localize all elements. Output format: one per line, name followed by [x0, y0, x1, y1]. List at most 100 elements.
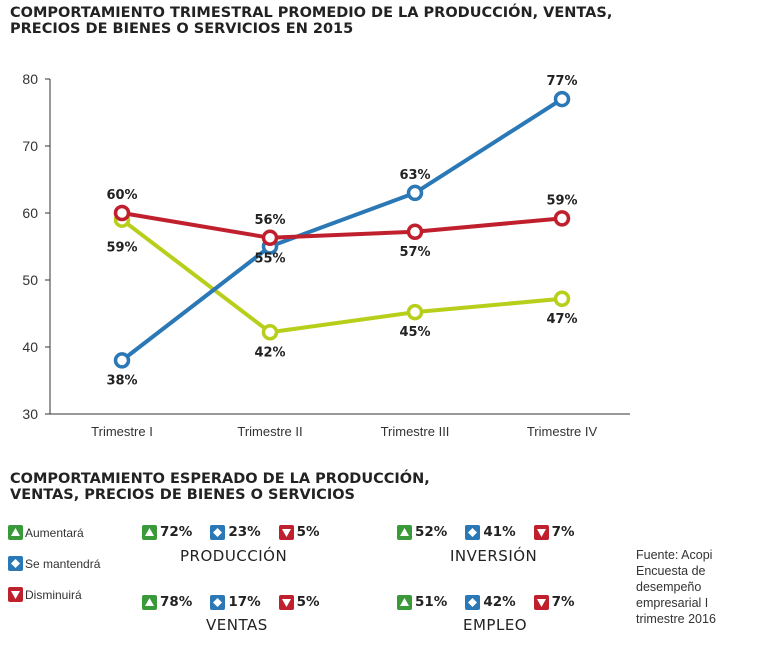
diamond-icon — [210, 524, 226, 540]
y-tick-label: 70 — [22, 138, 38, 154]
produccion-stats: 72% 23% 5% — [142, 524, 338, 540]
y-tick-label: 40 — [22, 339, 38, 355]
data-point — [406, 303, 424, 321]
diamond-icon — [465, 594, 481, 610]
diamond-icon — [210, 594, 226, 610]
section-title-line-2: VENTAS, PRECIOS DE BIENES O SERVICIOS — [10, 487, 355, 503]
source-line-5: trimestre 2016 — [636, 612, 716, 626]
data-point — [113, 204, 131, 222]
data-point — [261, 324, 279, 341]
series-line-0 — [120, 97, 564, 362]
ventas-label: VENTAS — [206, 616, 268, 634]
diamond-icon — [8, 556, 23, 571]
data-label: 56% — [254, 213, 285, 228]
legend-down-label: Disminuirá — [25, 587, 82, 602]
down-triangle-icon — [533, 524, 549, 540]
produccion-down: 5% — [278, 524, 320, 540]
down-triangle-icon — [278, 594, 294, 610]
empleo-same: 42% — [465, 594, 516, 610]
up-triangle-icon — [397, 594, 412, 610]
data-point — [406, 184, 424, 202]
empleo-same-value: 42% — [483, 594, 516, 610]
diamond-icon — [465, 524, 481, 540]
x-tick-label: Trimestre I — [91, 424, 153, 439]
ventas-stats: 78% 17% 5% — [142, 594, 338, 610]
inversion-up-value: 52% — [415, 524, 448, 540]
chart-title: COMPORTAMIENTO TRIMESTRAL PROMEDIO DE LA… — [10, 5, 710, 37]
empleo-stats: 51% 42% 7% — [397, 594, 593, 610]
ventas-same: 17% — [210, 594, 261, 610]
section-title: COMPORTAMIENTO ESPERADO DE LA PRODUCCIÓN… — [10, 471, 710, 503]
data-point — [261, 229, 279, 247]
data-label: 42% — [254, 345, 285, 360]
ventas-up-value: 78% — [160, 594, 193, 610]
legend-same-label: Se mantendrá — [25, 556, 101, 571]
down-triangle-icon — [8, 587, 23, 602]
data-point — [553, 290, 571, 308]
produccion-same-value: 23% — [228, 524, 261, 540]
inversion-stats: 52% 41% 7% — [397, 524, 593, 540]
section-title-line-1: COMPORTAMIENTO ESPERADO DE LA PRODUCCIÓN… — [10, 471, 430, 487]
source-line-3: desempeño — [636, 580, 702, 594]
inversion-same-value: 41% — [483, 524, 516, 540]
y-tick-label: 50 — [22, 272, 38, 288]
x-tick-label: Trimestre III — [381, 424, 450, 439]
series-line-2 — [120, 218, 563, 335]
up-triangle-icon — [8, 525, 23, 540]
empleo-up-value: 51% — [415, 594, 448, 610]
data-label: 45% — [399, 325, 430, 340]
source-line-4: empresarial I — [636, 596, 709, 610]
inversion-down-value: 7% — [551, 524, 575, 540]
produccion-up-value: 72% — [160, 524, 193, 540]
line-chart: 30 40 50 60 70 80 Trimestre I Trimestre II Trime… — [22, 71, 630, 439]
empleo-down-value: 7% — [551, 594, 575, 610]
produccion-same: 23% — [210, 524, 261, 540]
data-point — [113, 352, 131, 369]
y-tick-label: 60 — [22, 205, 38, 221]
up-triangle-icon — [142, 594, 157, 610]
data-point — [553, 90, 571, 108]
data-label: 59% — [106, 241, 137, 256]
data-label: 57% — [399, 245, 430, 260]
data-label: 77% — [546, 74, 577, 89]
legend-up-label: Aumentará — [25, 525, 84, 540]
chart-title-line-1: COMPORTAMIENTO TRIMESTRAL PROMEDIO DE LA… — [10, 5, 613, 21]
legend-up: Aumentará — [8, 525, 84, 540]
produccion-label: PRODUCCIÓN — [180, 547, 288, 565]
produccion-up: 72% — [142, 524, 192, 540]
data-label: 38% — [106, 373, 137, 388]
produccion-down-value: 5% — [296, 524, 320, 540]
y-tick-label: 80 — [22, 71, 38, 87]
x-tick-label: Trimestre II — [237, 424, 302, 439]
chart-title-line-2: PRECIOS DE BIENES O SERVICIOS EN 2015 — [10, 21, 354, 37]
ventas-down-value: 5% — [296, 594, 320, 610]
ventas-same-value: 17% — [228, 594, 261, 610]
down-triangle-icon — [278, 524, 294, 540]
data-label: 55% — [254, 252, 285, 267]
series-line-1 — [121, 211, 563, 240]
data-point — [553, 210, 571, 227]
inversion-same: 41% — [465, 524, 516, 540]
inversion-up: 52% — [397, 524, 447, 540]
data-label: 60% — [106, 188, 137, 203]
inversion-label: INVERSIÓN — [450, 547, 538, 565]
empleo-down: 7% — [533, 594, 575, 610]
source-note: Fuente: Acopi Encuesta de desempeño empr… — [636, 547, 756, 627]
empleo-up: 51% — [397, 594, 447, 610]
up-triangle-icon — [397, 524, 412, 540]
data-label: 47% — [546, 312, 577, 327]
data-label: 59% — [546, 193, 577, 208]
inversion-down: 7% — [533, 524, 575, 540]
legend-down: Disminuirá — [8, 587, 82, 602]
y-tick-label: 30 — [22, 406, 38, 422]
x-tick-label: Trimestre IV — [527, 424, 598, 439]
legend-same: Se mantendrá — [8, 556, 100, 571]
data-point — [406, 223, 424, 241]
source-line-2: Encuesta de — [636, 564, 706, 578]
data-label: 63% — [399, 168, 430, 183]
source-line-1: Fuente: Acopi — [636, 548, 713, 562]
ventas-up: 78% — [142, 594, 192, 610]
ventas-down: 5% — [278, 594, 320, 610]
down-triangle-icon — [533, 594, 549, 610]
up-triangle-icon — [142, 524, 157, 540]
